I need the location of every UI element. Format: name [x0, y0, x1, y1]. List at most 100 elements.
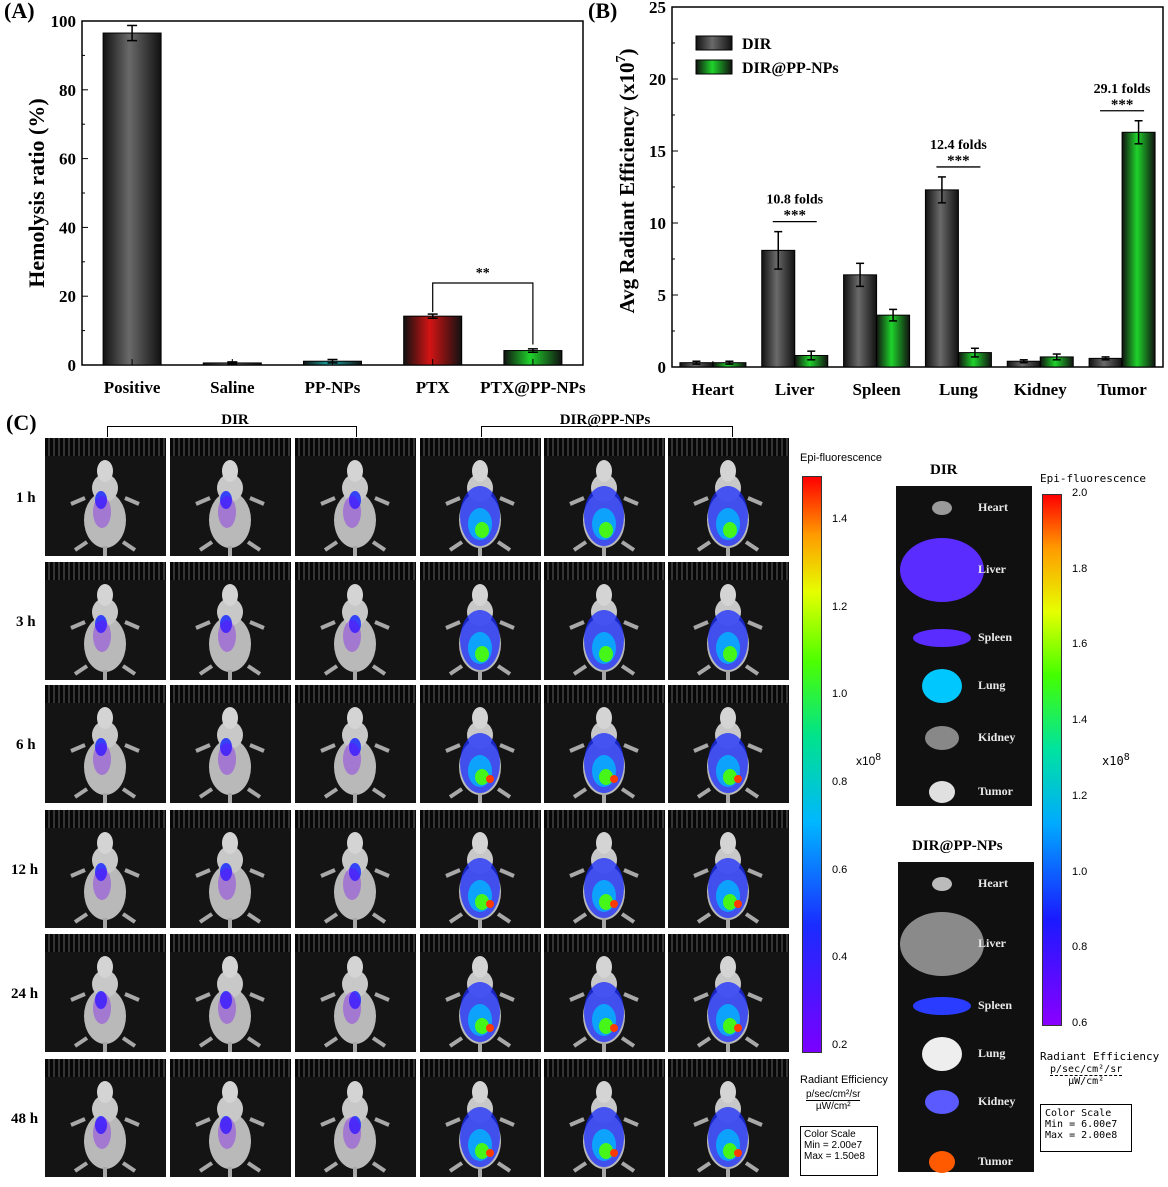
mouse-body [209, 492, 251, 548]
legend-swatch [695, 59, 733, 75]
mouse-image [420, 438, 541, 556]
mouse-head [720, 832, 736, 854]
mouse-head [222, 956, 238, 978]
fluorescence-signal [349, 991, 361, 1009]
mouse-image [544, 562, 665, 680]
organ-panel-dir [896, 486, 1032, 806]
fluorescence-signal [349, 863, 361, 881]
fluorescence-haze [93, 620, 111, 652]
fluorescence-signal [220, 863, 232, 881]
mouse-limbs [569, 992, 639, 1052]
mouse-head [222, 707, 238, 729]
mouse-body [334, 492, 376, 548]
mouse-limbs [569, 496, 639, 556]
scale1-multiplier: x108 [856, 752, 881, 768]
mouse-head [97, 956, 113, 978]
colorbar-tick-label: 0.8 [832, 776, 848, 788]
significance-stars: *** [784, 208, 807, 224]
x-tick-label: PTX [416, 378, 451, 397]
significance-bracket [432, 282, 534, 345]
fluorescence-signal [349, 738, 361, 756]
scale1-title: Epi-fluorescence [800, 452, 882, 464]
fluorescence-signal [349, 615, 361, 633]
hemolysis-chart: 0 20 40 60 80 100 Hemolysis ratio (%) Positive S… [24, 12, 586, 397]
mouse-body [209, 864, 251, 920]
mouse-limbs [70, 868, 140, 928]
mouse-limbs [445, 496, 515, 556]
fluorescence-haze [93, 992, 111, 1024]
mouse-image [668, 685, 789, 803]
mouse-image [295, 1059, 416, 1177]
mouse-image [45, 438, 166, 556]
mouse-head [347, 1081, 363, 1103]
colorbar-tick-label: 0.4 [832, 951, 848, 964]
mouse-shoulders [342, 970, 368, 998]
mouse-head [720, 460, 736, 482]
y-axis-label: Avg Radiant Efficiency (x107) [614, 48, 639, 313]
fluorescence-haze [218, 743, 236, 775]
mouse-image [295, 934, 416, 1052]
tumor-signal [610, 900, 618, 908]
y-tick-label: 20 [649, 70, 666, 89]
mouse-image [420, 685, 541, 803]
scale1-unit-title: Radiant Efficiency [800, 1074, 888, 1086]
organ-label: Heart [978, 500, 1008, 514]
tumor-signal [734, 900, 742, 908]
mouse-head [720, 707, 736, 729]
fluorescence-haze [218, 1117, 236, 1149]
mouse-limbs [693, 496, 763, 556]
mouse-head [596, 707, 612, 729]
timepoint-label: 3 h [16, 614, 36, 630]
mouse-head [472, 956, 488, 978]
scale1-colorbar [802, 476, 822, 1053]
group-label-dir-ppnps: DIR@PP-NPs [559, 412, 651, 428]
mouse-body [334, 1113, 376, 1169]
mouse-body [209, 988, 251, 1044]
mouse-limbs [445, 1117, 515, 1177]
mouse-head [97, 832, 113, 854]
mouse-image [170, 685, 291, 803]
fluorescence-signal [220, 1116, 232, 1134]
mouse-head [347, 707, 363, 729]
mouse-shoulders [217, 1095, 243, 1123]
scale2-multiplier: x108 [1102, 752, 1130, 768]
organ-label: Kidney [978, 1094, 1016, 1108]
fluorescence-signal [349, 1116, 361, 1134]
significance-stars: *** [947, 153, 970, 169]
mouse-head [347, 956, 363, 978]
organ-label: Liver [978, 562, 1006, 576]
y-tick-label: 20 [59, 287, 76, 306]
mouse-image [668, 934, 789, 1052]
mouse-head [596, 584, 612, 606]
colorbar-tick-label: 0.6 [1072, 1017, 1088, 1029]
y-tick-label: 0 [68, 356, 77, 375]
x-tick-label: Heart [692, 380, 735, 399]
mouse-limbs [693, 868, 763, 928]
organ-label: Tumor [978, 1154, 1013, 1168]
mouse-image [45, 934, 166, 1052]
colorbar-tick-label: 1.8 [1072, 562, 1088, 575]
mouse-limbs [70, 743, 140, 803]
mouse-limbs [445, 992, 515, 1052]
organ-label: Spleen [978, 998, 1013, 1012]
organ-image [929, 1151, 955, 1173]
mouse-limbs [693, 992, 763, 1052]
tumor-signal [486, 1149, 494, 1157]
timepoint-label: 48 h [11, 1111, 39, 1127]
fluorescence-haze [343, 868, 361, 900]
mouse-image [45, 810, 166, 928]
scale1-color-box: Color Scale Min = 2.00e7 Max = 1.50e8 [800, 1126, 878, 1176]
mouse-limbs [320, 743, 390, 803]
mouse-head [222, 832, 238, 854]
colorbar-tick-label: 1.4 [832, 513, 848, 525]
y-tick-label: 15 [649, 142, 666, 161]
fluorescence-hotspot [475, 894, 489, 910]
fluorescence-signal [95, 991, 107, 1009]
mouse-limbs [320, 1117, 390, 1177]
legend-label: DIR [742, 36, 772, 53]
colorbar-tick-label: 1.6 [1072, 638, 1088, 651]
mouse-head [222, 460, 238, 482]
bar-DIR [924, 189, 959, 368]
fluorescence-haze [93, 868, 111, 900]
fluorescence-hotspot [723, 769, 737, 785]
